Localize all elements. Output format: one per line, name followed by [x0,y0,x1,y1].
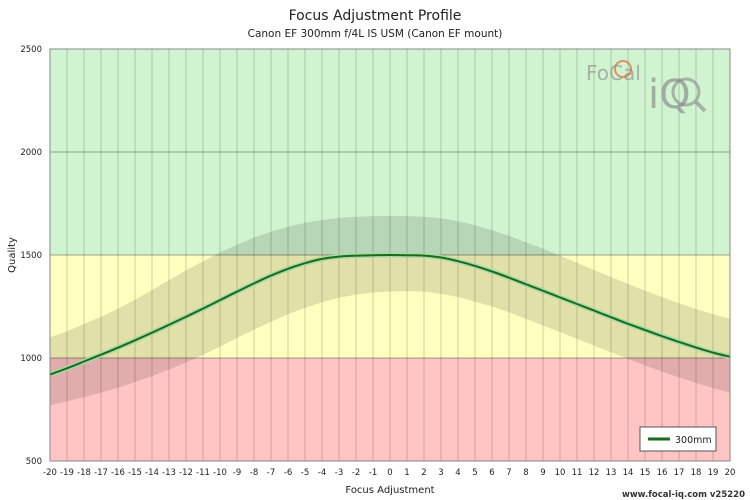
band-0 [50,358,730,461]
x-tick-label: -17 [94,468,108,478]
x-tick-label: 20 [725,468,736,478]
x-tick-label: 8 [523,468,528,478]
series-line-300mm [49,254,731,376]
x-tick-label: -8 [250,468,258,478]
x-tick-label: 12 [589,468,600,478]
footer-credit: www.focal-iq.com v25220 [622,490,745,500]
y-axis-label: Quality [7,237,18,273]
x-tick-label: 19 [708,468,719,478]
y-tick-label: 1000 [20,354,42,364]
x-tick-labels: -20 -19 -18 -17 -16 -15 -14 -13 -12 -11 -10 -9 -8 -7-… [43,468,735,478]
x-tick-label: 7 [506,468,511,478]
x-tick-label: 6 [489,468,494,478]
x-tick-label: -6 [284,468,292,478]
confidence-band [50,215,730,406]
x-tick-label: 2 [421,468,426,478]
x-tick-label: -12 [179,468,193,478]
quality-bands [50,49,730,461]
x-tick-label: 11 [572,468,583,478]
logo-lens-icon [614,60,632,78]
x-tick-label: -5 [301,468,309,478]
x-tick-label: -13 [162,468,176,478]
x-tick-label: -18 [77,468,91,478]
focal-iq-logo: FoCal iQ [586,60,707,118]
x-tick-label: 18 [691,468,702,478]
logo-magnifier-icon [671,77,701,107]
x-tick-label: -20 [43,468,57,478]
x-tick-label: -1 [369,468,377,478]
legend-entry: 300mm [675,435,712,446]
band-1 [50,255,730,358]
band-2 [50,49,730,255]
x-tick-label: -16 [111,468,125,478]
x-tick-label: -15 [128,468,142,478]
x-tick-label: 5 [472,468,477,478]
x-tick-label: -19 [60,468,74,478]
y-tick-label: 500 [26,457,42,467]
plot-frame [49,48,731,462]
y-tick-label: 2000 [20,148,42,158]
chart-subtitle: Canon EF 300mm f/4L IS USM (Canon EF mou… [248,28,503,40]
x-tick-label: -9 [233,468,241,478]
x-axis-label: Focus Adjustment [345,485,434,496]
x-tick-label: 16 [657,468,668,478]
x-tick-label: 17 [674,468,685,478]
x-tick-label: 9 [540,468,545,478]
x-tick-label: -14 [145,468,159,478]
x-tick-label: 13 [606,468,617,478]
x-tick-label: 15 [640,468,651,478]
x-tick-label: -3 [335,468,343,478]
x-tick-label: -4 [318,468,326,478]
y-tick-label: 1500 [20,251,42,261]
series-confidence-band [50,215,730,406]
series-lines [49,252,731,377]
x-tick-label: 3 [438,468,443,478]
x-tick-label: -10 [213,468,227,478]
legend: 300mm [639,426,717,452]
x-tick-label: -11 [196,468,210,478]
x-tick-label: -2 [352,468,360,478]
x-tick-label: 10 [555,468,566,478]
logo-line1: FoCal [586,61,641,85]
logo-magnifier-handle [694,100,707,113]
chart-title: Focus Adjustment Profile [289,8,462,24]
y-tick-label: 2500 [20,45,42,55]
x-tick-label: 0 [387,468,392,478]
x-tick-label: 14 [623,468,634,478]
x-tick-label: 1 [404,468,409,478]
x-tick-label: -7 [267,468,275,478]
x-tick-label: 4 [455,468,460,478]
y-tick-labels: 500 1000 1500 2000 2500 [20,45,42,467]
